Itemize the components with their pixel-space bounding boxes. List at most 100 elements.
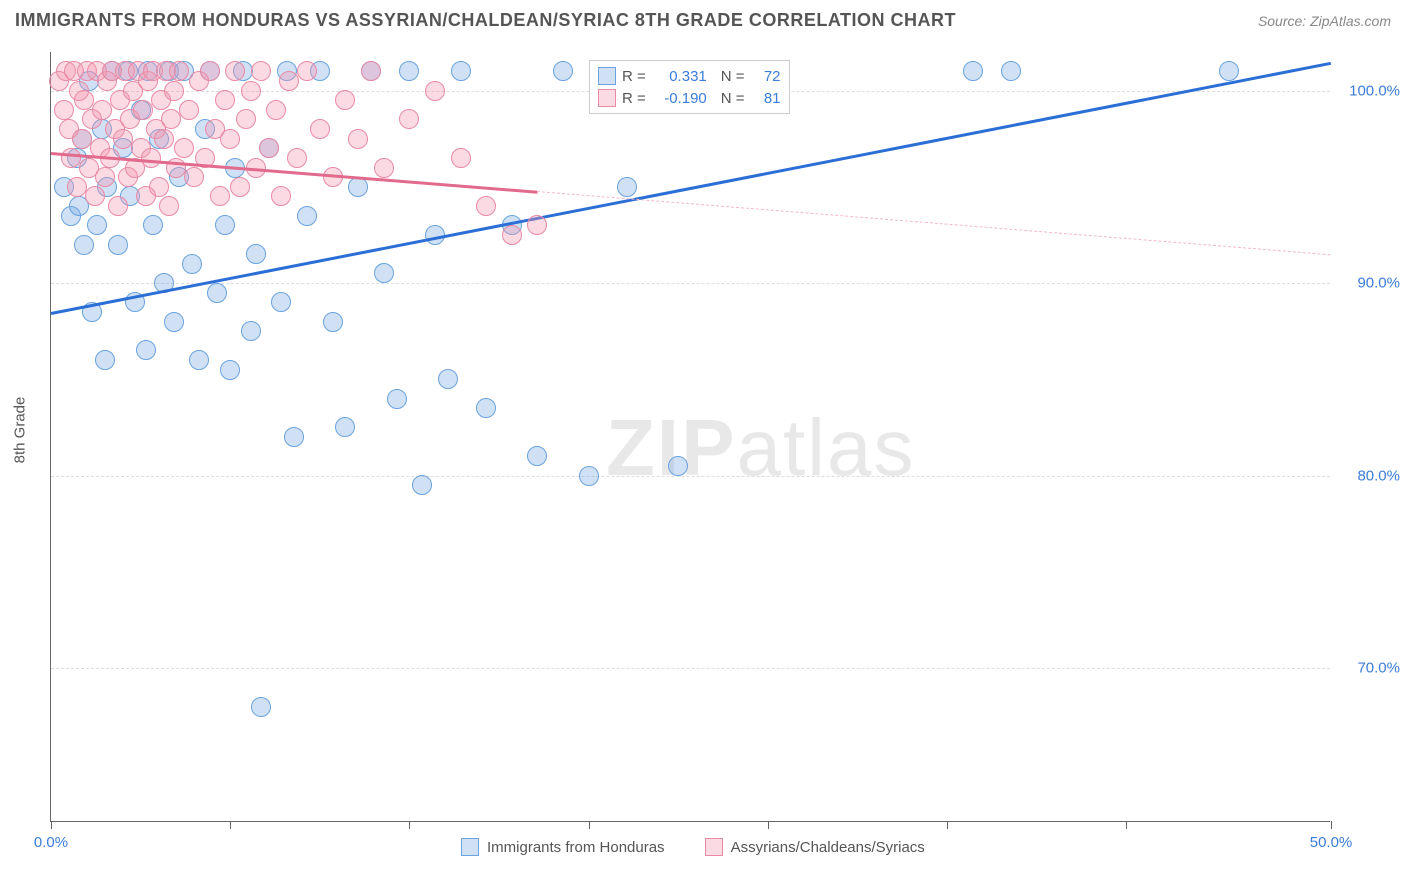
data-point [189, 350, 209, 370]
data-point [399, 109, 419, 129]
chart-source: Source: ZipAtlas.com [1258, 13, 1391, 29]
trend-line-dashed [537, 191, 1331, 255]
data-point [527, 215, 547, 235]
data-point [74, 90, 94, 110]
data-point [279, 71, 299, 91]
grid-line [51, 283, 1330, 284]
data-point [182, 254, 202, 274]
data-point [335, 417, 355, 437]
data-point [266, 100, 286, 120]
data-point [348, 177, 368, 197]
data-point [297, 61, 317, 81]
data-point [476, 398, 496, 418]
x-tick [1331, 821, 1332, 829]
y-tick-label: 80.0% [1340, 467, 1400, 484]
data-point [92, 100, 112, 120]
data-point [399, 61, 419, 81]
stat-r-value: -0.190 [652, 90, 707, 107]
data-point [95, 167, 115, 187]
data-point [241, 81, 261, 101]
data-point [963, 61, 983, 81]
chart-header: IMMIGRANTS FROM HONDURAS VS ASSYRIAN/CHA… [15, 10, 1391, 31]
data-point [54, 100, 74, 120]
data-point [67, 177, 87, 197]
data-point [251, 61, 271, 81]
data-point [215, 90, 235, 110]
data-point [579, 466, 599, 486]
data-point [95, 350, 115, 370]
data-point [246, 244, 266, 264]
grid-line [51, 476, 1330, 477]
data-point [271, 292, 291, 312]
data-point [72, 129, 92, 149]
data-point [241, 321, 261, 341]
stats-legend: R = 0.331 N = 72R = -0.190 N = 81 [589, 60, 790, 114]
data-point [154, 129, 174, 149]
data-point [179, 100, 199, 120]
data-point [251, 697, 271, 717]
y-tick-label: 90.0% [1340, 275, 1400, 292]
x-tick [51, 821, 52, 829]
data-point [425, 81, 445, 101]
x-tick [230, 821, 231, 829]
data-point [335, 90, 355, 110]
bottom-legend: Immigrants from HondurasAssyrians/Chalde… [461, 838, 925, 856]
y-tick-label: 70.0% [1340, 660, 1400, 677]
stat-r-label: R = [622, 68, 646, 85]
data-point [133, 100, 153, 120]
data-point [200, 61, 220, 81]
data-point [297, 206, 317, 226]
data-point [348, 129, 368, 149]
legend-swatch [705, 838, 723, 856]
x-tick [947, 821, 948, 829]
data-point [617, 177, 637, 197]
data-point [374, 263, 394, 283]
data-point [1219, 61, 1239, 81]
data-point [284, 427, 304, 447]
data-point [271, 186, 291, 206]
data-point [361, 61, 381, 81]
data-point [230, 177, 250, 197]
x-tick [589, 821, 590, 829]
legend-swatch [598, 89, 616, 107]
plot-area: ZIPatlas70.0%80.0%90.0%100.0%0.0%50.0%R … [50, 52, 1330, 822]
data-point [502, 225, 522, 245]
data-point [527, 446, 547, 466]
legend-label: Immigrants from Honduras [487, 839, 665, 856]
stats-row: R = 0.331 N = 72 [598, 65, 781, 87]
stat-n-label: N = [721, 68, 745, 85]
data-point [108, 235, 128, 255]
data-point [259, 138, 279, 158]
legend-swatch [461, 838, 479, 856]
x-tick-label: 0.0% [34, 834, 68, 851]
grid-line [51, 668, 1330, 669]
data-point [215, 215, 235, 235]
stat-n-value: 81 [751, 90, 781, 107]
data-point [668, 456, 688, 476]
data-point [387, 389, 407, 409]
stat-n-label: N = [721, 90, 745, 107]
data-point [113, 129, 133, 149]
y-axis-label: 8th Grade [12, 397, 29, 464]
stat-r-value: 0.331 [652, 68, 707, 85]
stat-n-value: 72 [751, 68, 781, 85]
data-point [141, 148, 161, 168]
data-point [451, 148, 471, 168]
data-point [220, 129, 240, 149]
data-point [236, 109, 256, 129]
data-point [374, 158, 394, 178]
watermark: ZIPatlas [606, 402, 915, 494]
data-point [220, 360, 240, 380]
data-point [412, 475, 432, 495]
data-point [476, 196, 496, 216]
data-point [438, 369, 458, 389]
legend-swatch [598, 67, 616, 85]
data-point [323, 312, 343, 332]
data-point [143, 215, 163, 235]
data-point [1001, 61, 1021, 81]
data-point [225, 61, 245, 81]
data-point [136, 340, 156, 360]
data-point [310, 119, 330, 139]
data-point [164, 312, 184, 332]
data-point [207, 283, 227, 303]
